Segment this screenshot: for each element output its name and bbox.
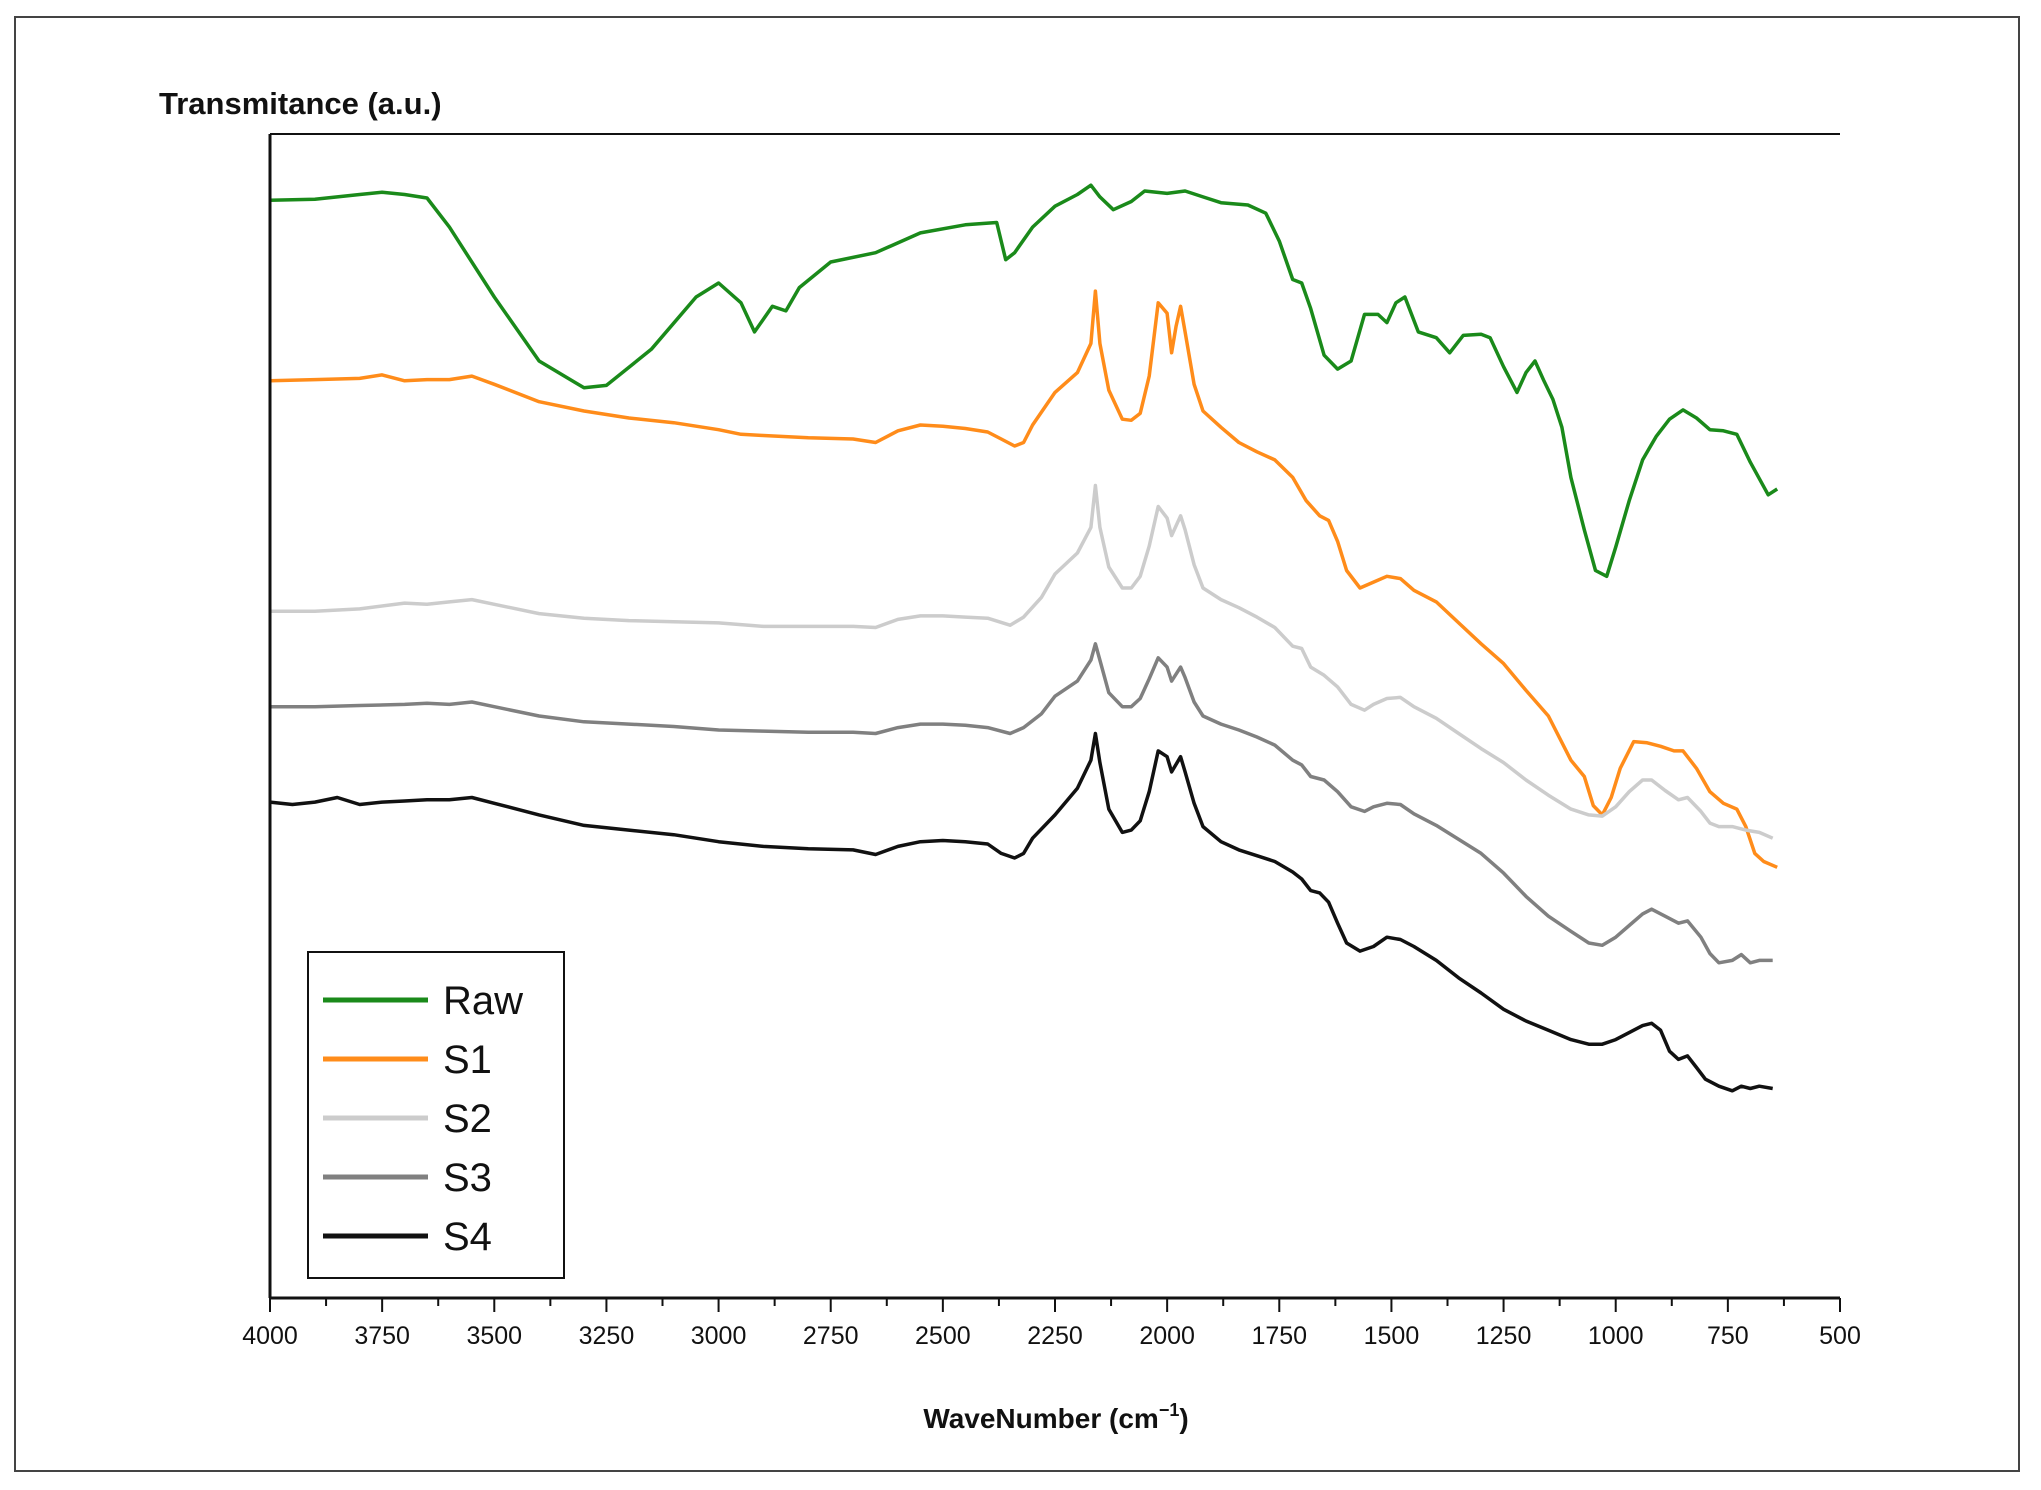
x-tick-label: 2750	[803, 1322, 859, 1350]
x-tick-label: 2000	[1139, 1322, 1195, 1350]
series-line-s3	[270, 642, 1773, 965]
axis-layer: 4000 3750 3500 3250 3000 2750 2500 2250 2000 1750…	[242, 133, 1861, 1350]
legend-label-s2: S2	[443, 1097, 492, 1141]
x-tick-label: 1250	[1476, 1322, 1532, 1350]
x-tick-label: 1500	[1364, 1322, 1420, 1350]
legend-box	[307, 951, 565, 1279]
figure-frame: Transmitance (a.u.) 4000 3750 3500 3250 3000…	[14, 16, 2020, 1472]
legend-label-s1: S1	[443, 1038, 492, 1082]
ftir-chart: Transmitance (a.u.) 4000 3750 3500 3250 3000…	[159, 86, 1861, 1434]
x-axis-label: WaveNumber (cm−1)	[923, 1400, 1188, 1434]
x-tick-label: 1750	[1251, 1322, 1307, 1350]
x-tick-label: 500	[1819, 1322, 1861, 1350]
legend: Raw S1 S2 S3 S4	[307, 951, 565, 1279]
x-tick-label: 1000	[1588, 1322, 1644, 1350]
series-line-s1	[269, 289, 1778, 869]
x-tick-label: 4000	[242, 1322, 298, 1350]
legend-label-s4: S4	[443, 1215, 492, 1259]
x-tick-label: 750	[1707, 1322, 1749, 1350]
series-line-raw	[269, 183, 1779, 579]
series-line-s4	[269, 731, 1773, 1093]
x-tick-label: 3500	[466, 1322, 522, 1350]
x-tick-label: 3750	[354, 1322, 410, 1350]
series-layer	[269, 183, 1779, 1093]
x-tick-label: 2250	[1027, 1322, 1083, 1350]
y-axis-label: Transmitance (a.u.)	[159, 86, 442, 121]
x-tick-label: 2500	[915, 1322, 971, 1350]
legend-label-raw: Raw	[443, 979, 523, 1023]
legend-label-s3: S3	[443, 1156, 492, 1200]
series-line-s2	[270, 483, 1774, 840]
x-tick-label: 3250	[579, 1322, 635, 1350]
x-tick-label: 3000	[691, 1322, 747, 1350]
